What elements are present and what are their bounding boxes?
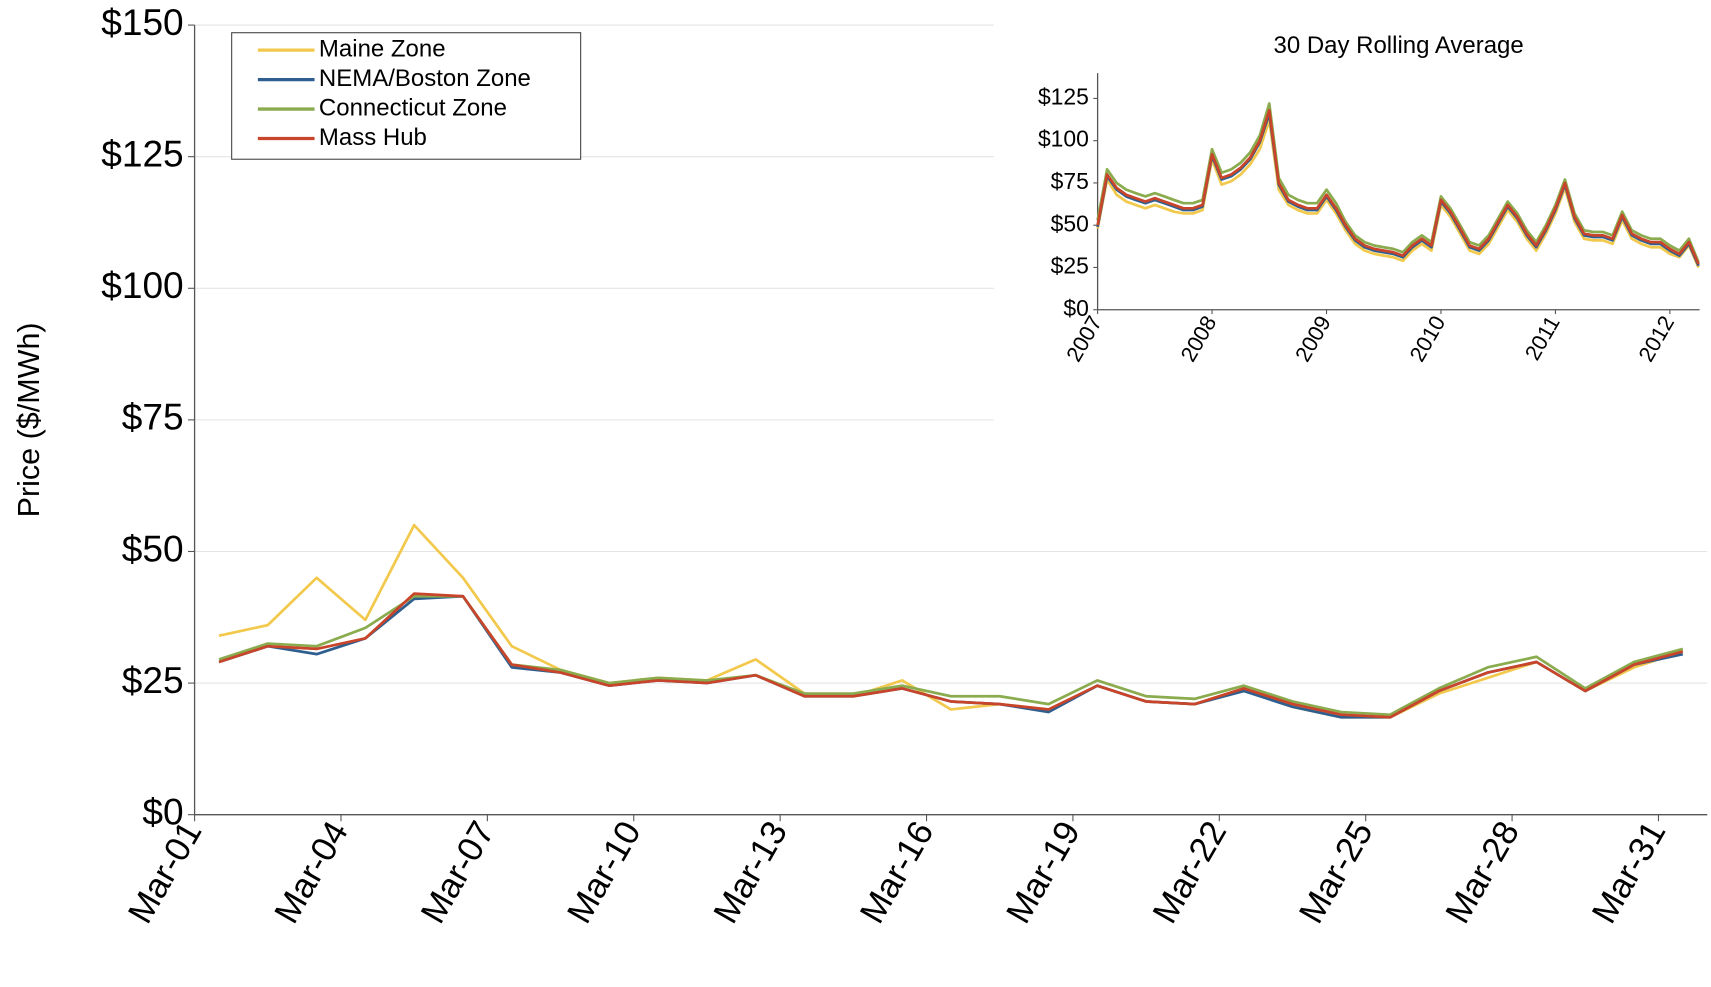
y-tick-label: $75 [1051,168,1089,194]
y-tick-label: $25 [122,659,184,701]
y-tick-label: $125 [1038,83,1089,109]
x-tick-label: Mar-01 [120,815,209,930]
legend-label: Maine Zone [319,36,446,63]
x-tick-label: Mar-16 [852,815,941,930]
y-tick-label: $100 [101,264,183,306]
x-tick-label: Mar-04 [267,815,356,930]
legend-label: NEMA/Boston Zone [319,65,531,92]
y-tick-label: $0 [1063,295,1088,321]
y-tick-label: $25 [1051,253,1089,279]
y-tick-label: $100 [1038,126,1089,152]
x-tick-label: Mar-13 [706,815,795,930]
x-tick-label: Mar-19 [999,815,1088,930]
chart-title: 30 Day Rolling Average [1274,32,1524,59]
legend-label: Connecticut Zone [319,94,507,121]
x-tick-label: Mar-22 [1145,815,1234,930]
inset-background [994,7,1711,425]
series-line [218,594,1684,719]
y-tick-label: $0 [142,790,183,832]
x-tick-label: Mar-28 [1438,815,1527,930]
series-line [1096,108,1700,265]
x-tick-label: Mar-31 [1584,815,1673,930]
y-tick-label: $125 [101,132,183,174]
series-line [218,592,1684,719]
series-line [1096,102,1700,263]
legend-label: Mass Hub [319,124,427,151]
series-line [218,523,1684,719]
series-line [1096,119,1700,269]
x-tick-label: Mar-10 [560,815,649,930]
x-tick-label: Mar-07 [413,815,502,930]
y-axis-title: Price ($/MWh) [12,322,46,517]
y-tick-label: $50 [1051,210,1089,236]
y-tick-label: $75 [122,396,184,438]
x-tick-label: Mar-25 [1292,815,1381,930]
y-tick-label: $50 [122,527,184,569]
series-line [218,594,1684,717]
series-line [1096,112,1700,267]
y-tick-label: $150 [101,1,183,43]
